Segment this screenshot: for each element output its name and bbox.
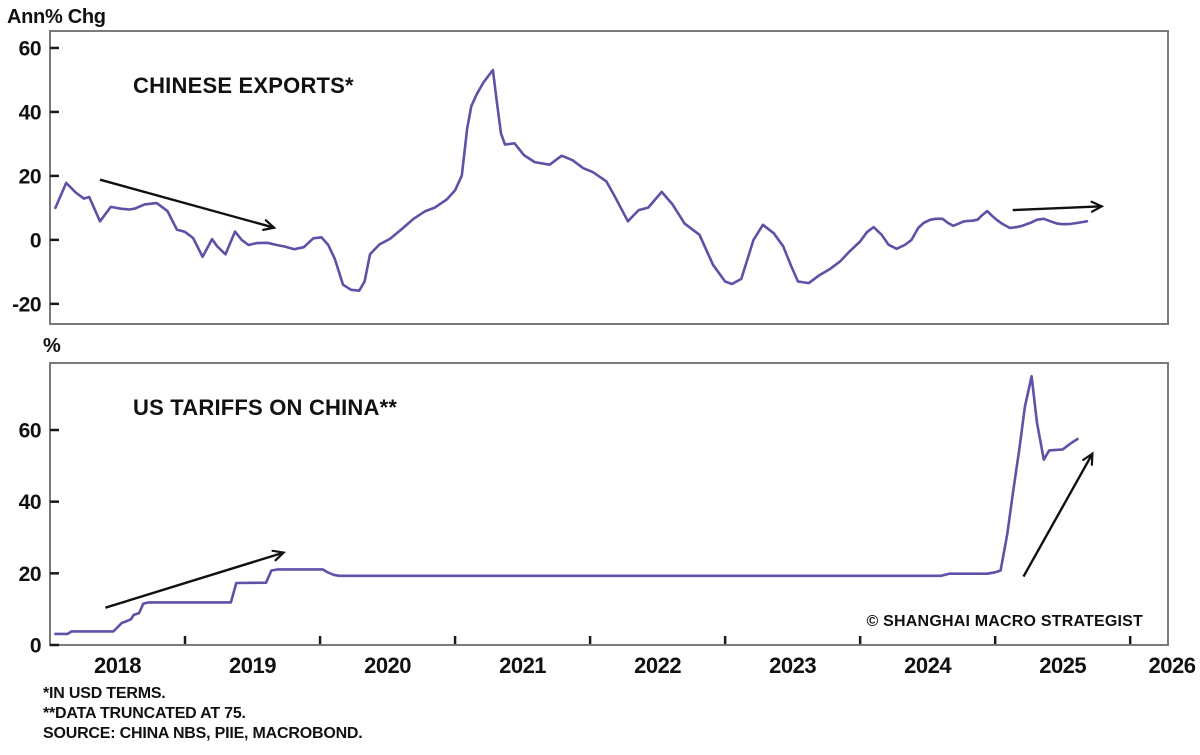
top-panel-title: CHINESE EXPORTS* [133, 73, 354, 98]
top-y-tick-label: 0 [30, 229, 41, 252]
watermark: © SHANGHAI MACRO STRATEGIST [866, 613, 1143, 630]
bottom-panel-title: US TARIFFS ON CHINA** [133, 395, 398, 420]
bottom-series-line [54, 375, 1079, 636]
bottom-trend-arrow [1022, 454, 1093, 578]
top-series-line [54, 68, 1089, 292]
x-tick-label: 2024 [904, 653, 952, 678]
bottom-y-tick-label: 60 [19, 420, 41, 443]
x-tick-label: 2018 [94, 653, 141, 678]
top-y-axis-unit: Ann% Chg [7, 6, 106, 28]
footnote-truncated: **DATA TRUNCATED AT 75. [43, 705, 246, 722]
top-y-tick-label: -20 [12, 293, 41, 316]
x-tick-label: 2021 [499, 653, 546, 678]
x-tick-label: 2019 [229, 653, 276, 678]
x-tick-label: 2022 [634, 653, 681, 678]
bottom-panel-frame [49, 362, 1169, 646]
bottom-y-axis-unit: % [43, 335, 61, 357]
top-panel-frame [49, 30, 1169, 325]
top-trend-arrow [1012, 206, 1102, 210]
bottom-trend-arrow [105, 553, 283, 609]
top-y-tick-label: 60 [19, 37, 41, 60]
footnote-source: SOURCE: CHINA NBS, PIIE, MACROBOND. [43, 725, 363, 742]
x-tick-label: 2025 [1039, 653, 1086, 678]
top-trend-arrow [99, 178, 274, 228]
bottom-y-tick-label: 0 [30, 635, 41, 658]
bottom-y-tick-label: 40 [19, 491, 41, 514]
bottom-y-tick-label: 20 [19, 563, 41, 586]
x-tick-label: 2023 [769, 653, 816, 678]
top-y-tick-label: 20 [19, 165, 41, 188]
x-tick-label: 2026 [1149, 653, 1196, 678]
top-y-tick-label: 40 [19, 101, 41, 124]
footnote-usd-terms: *IN USD TERMS. [43, 685, 166, 702]
footnotes: *IN USD TERMS. **DATA TRUNCATED AT 75. S… [43, 684, 363, 744]
x-tick-label: 2020 [364, 653, 411, 678]
